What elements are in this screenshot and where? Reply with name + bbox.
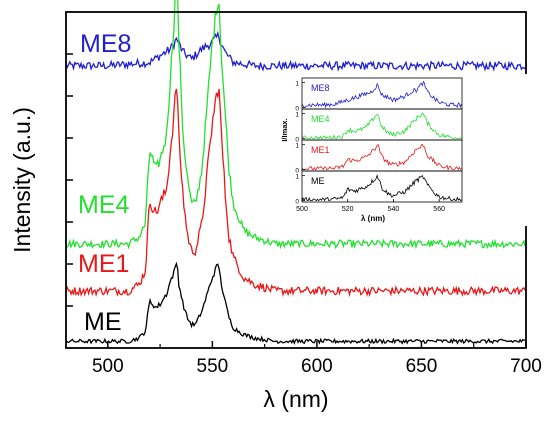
inset-x-tick-label: 500 [296, 206, 308, 213]
inset-panel-label-me4: ME4 [311, 114, 330, 124]
series-label-me: ME [84, 308, 122, 336]
series-line-me8 [65, 30, 526, 72]
x-tick-label: 550 [197, 356, 229, 377]
inset-x-tick-label: 540 [388, 206, 400, 213]
inset-y-tick-label: 1 [295, 112, 299, 119]
series-label-me1: ME1 [78, 250, 129, 278]
inset-panel-label-me1: ME1 [311, 145, 330, 155]
inset-y-tick-label: 0 [295, 106, 299, 113]
inset-y-tick-label: 0 [295, 137, 299, 144]
x-axis-label: λ (nm) [263, 386, 328, 412]
inset-y-tick-label: 0 [295, 199, 299, 206]
y-axis-label: Intensity (a.u.) [9, 107, 35, 253]
series-labels: ME8 ME4 ME1 ME [78, 30, 131, 336]
inset-panel-label-me: ME [311, 176, 325, 186]
series-label-me4: ME4 [78, 191, 130, 219]
inset-x-ticks: 500 520 540 560 [296, 199, 445, 213]
x-tick-label: 650 [406, 356, 438, 377]
series-line-me [65, 261, 526, 345]
inset-line-me [301, 174, 462, 202]
x-tick-label: 600 [301, 356, 333, 377]
inset-line-me1 [301, 143, 462, 171]
inset-x-tick-label: 520 [342, 206, 354, 213]
inset-line-me8 [301, 80, 462, 109]
main-y-ticks [66, 53, 73, 307]
series-line-me1 [65, 88, 526, 298]
inset-panel-label-me8: ME8 [311, 83, 330, 93]
x-tick-label: 500 [92, 356, 124, 377]
inset-y-axis-label: I/Imax. [280, 118, 289, 141]
series-label-me8: ME8 [80, 30, 131, 58]
inset-line-me4 [301, 112, 462, 140]
inset-y-tick-label: 1 [295, 174, 299, 181]
inset-y-tick-label: 1 [295, 143, 299, 150]
inset-panel-frame [301, 170, 463, 203]
x-tick-label: 700 [510, 356, 542, 377]
inset-y-tick-label: 1 [295, 81, 299, 88]
inset-x-tick-label: 560 [433, 206, 445, 213]
series-line-me4 [65, 0, 526, 250]
inset-y-tick-label: 0 [295, 168, 299, 175]
inset-x-axis-label: λ (nm) [361, 214, 385, 223]
inset-background [270, 74, 532, 226]
main-traces [65, 0, 526, 345]
main-x-ticks: 500 550 600 650 700 [92, 341, 542, 377]
